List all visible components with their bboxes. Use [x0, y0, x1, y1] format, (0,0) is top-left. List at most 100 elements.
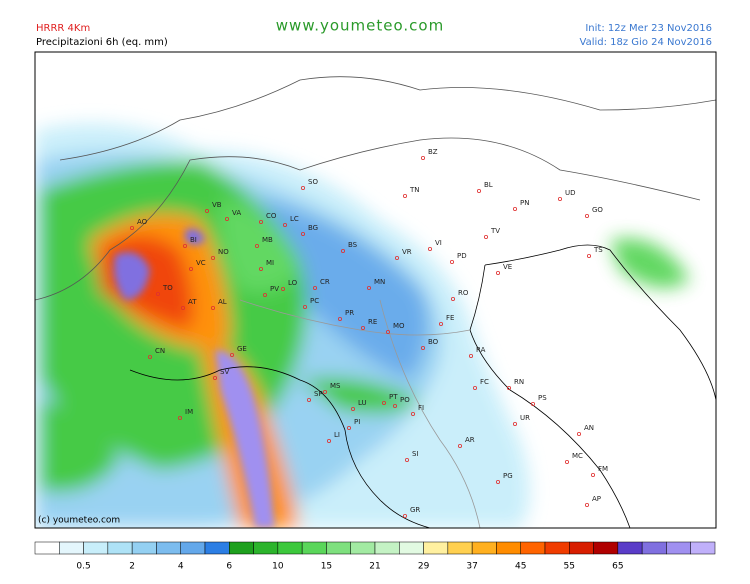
place-label: VE [503, 263, 512, 271]
colorbar-swatch [496, 541, 521, 555]
colorbar-swatch [107, 541, 133, 555]
place-dot [495, 270, 500, 275]
place-dot [449, 259, 454, 264]
place-dot [312, 285, 317, 290]
colorbar-swatch [131, 541, 157, 555]
place-dot [402, 193, 407, 198]
place-label: BO [428, 338, 439, 346]
place-dot [402, 514, 407, 519]
place-label: GR [410, 506, 420, 514]
place-label: PO [400, 396, 410, 404]
place-dot [558, 196, 563, 201]
place-label: PI [354, 418, 360, 426]
place-dot [385, 329, 390, 334]
place-label: BG [308, 224, 318, 232]
place-label: VB [212, 201, 222, 209]
place-label: AT [188, 298, 197, 306]
colorbar-swatch [569, 541, 594, 555]
copyright: (c) youmeteo.com [38, 516, 120, 526]
colorbar-swatch [83, 541, 109, 555]
place-label: SI [412, 450, 419, 458]
colorbar-label: 45 [515, 562, 526, 572]
place-label: SO [308, 178, 318, 186]
colorbar-label: 21 [369, 562, 380, 572]
place-label: PC [310, 297, 319, 305]
colorbar-label: 0.5 [76, 562, 90, 572]
place-dot [577, 431, 582, 436]
place-dot [210, 305, 215, 310]
place-dot [302, 304, 307, 309]
site-url: www.youmeteo.com [276, 17, 444, 35]
colorbar-label: 4 [178, 562, 184, 572]
place-dot [591, 472, 596, 477]
place-dot [585, 213, 590, 218]
place-dot [340, 248, 345, 253]
place-label: SP [314, 390, 323, 398]
place-dot [326, 438, 331, 443]
place-label: RE [368, 318, 377, 326]
place-label: MN [374, 278, 385, 286]
valid-time: Valid: 18z Gio 24 Nov2016 [580, 37, 713, 48]
place-dot [188, 266, 193, 271]
place-label: VI [435, 239, 442, 247]
place-dot [350, 406, 355, 411]
colorbar-label: 37 [466, 562, 477, 572]
place-label: UR [520, 414, 530, 422]
place-label: VC [196, 259, 206, 267]
place-label: FI [418, 404, 424, 412]
colorbar-swatch [180, 541, 206, 555]
place-dot [282, 222, 287, 227]
place-label: MO [393, 322, 405, 330]
place-dot [392, 403, 397, 408]
colorbar-swatch [253, 541, 279, 555]
place-label: MI [266, 259, 274, 267]
place-label: AP [592, 495, 601, 503]
colorbar-swatch [374, 541, 400, 555]
place-label: LO [288, 279, 298, 287]
place-label: PT [389, 393, 398, 401]
place-dot [258, 266, 263, 271]
place-dot [531, 401, 536, 406]
place-dot [180, 305, 185, 310]
place-dot [472, 385, 477, 390]
place-label: LU [358, 399, 367, 407]
colorbar-swatch [544, 541, 570, 555]
place-dot [280, 286, 285, 291]
place-dot [129, 225, 134, 230]
place-dot [404, 457, 409, 462]
place-label: CN [155, 347, 165, 355]
colorbar-swatch [350, 541, 376, 555]
place-label: TO [162, 284, 173, 292]
place-label: BZ [428, 148, 438, 156]
colorbar-swatch [326, 541, 351, 555]
place-label: BS [348, 241, 358, 249]
place-label: FE [446, 314, 454, 322]
place-label: RO [458, 289, 469, 297]
colorbar-swatch [277, 541, 303, 555]
init-time: Init: 12z Mer 23 Nov2016 [585, 23, 712, 34]
place-dot [360, 325, 365, 330]
place-dot [258, 219, 263, 224]
place-label: SV [220, 368, 229, 376]
place-dot [210, 255, 215, 260]
place-label: LC [290, 215, 299, 223]
place-label: LI [334, 431, 340, 439]
place-dot [177, 415, 182, 420]
colorbar-swatch [690, 541, 716, 555]
place-dot [427, 246, 432, 251]
field-name: Precipitazioni 6h (eq. mm) [36, 37, 168, 48]
place-labels: BZ SO TN BL UD PN GO AO VB VA CO LC BG BI NO MB BS VR VI TV… [129, 148, 608, 519]
colorbar-label: 29 [418, 562, 430, 572]
place-label: PR [345, 309, 354, 317]
colorbar-swatch [471, 541, 497, 555]
place-dot [420, 155, 425, 160]
place-label: BL [484, 181, 493, 189]
place-label: TV [490, 227, 500, 235]
place-label: AL [218, 298, 227, 306]
place-dot [254, 243, 259, 248]
place-dot [495, 479, 500, 484]
colorbar-swatch [593, 541, 619, 555]
map [35, 52, 716, 528]
place-dot [381, 400, 386, 405]
